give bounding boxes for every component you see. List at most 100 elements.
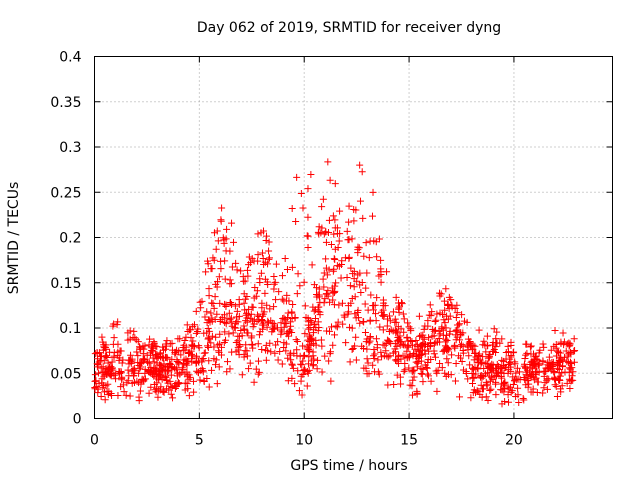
data-point (304, 232, 312, 240)
data-point (366, 237, 374, 245)
data-point (294, 367, 302, 375)
data-point (168, 365, 176, 373)
data-point (272, 260, 280, 268)
data-point (322, 290, 330, 298)
data-point (240, 290, 248, 298)
data-point (109, 340, 117, 348)
data-point (249, 303, 257, 311)
data-point (166, 377, 174, 385)
data-point (182, 333, 190, 341)
data-point (424, 342, 432, 350)
data-point (305, 353, 313, 361)
data-point (481, 341, 489, 349)
data-point (555, 348, 563, 356)
data-point (446, 330, 454, 338)
data-point (521, 363, 529, 371)
data-point (101, 396, 109, 404)
data-point (217, 217, 225, 225)
data-point (186, 373, 194, 381)
data-point (553, 392, 561, 400)
data-point (346, 282, 354, 290)
data-point (275, 288, 283, 296)
data-point (541, 379, 549, 387)
data-point (242, 295, 250, 303)
data-point (246, 315, 254, 323)
data-point (112, 375, 120, 383)
data-point (373, 341, 381, 349)
data-point (181, 346, 189, 354)
data-point (300, 366, 308, 374)
data-point (307, 171, 315, 179)
data-point (308, 261, 316, 269)
data-point (378, 312, 386, 320)
data-point (293, 290, 301, 298)
data-point (276, 348, 284, 356)
data-point (267, 348, 275, 356)
data-point (515, 398, 523, 406)
data-point (282, 319, 290, 327)
data-point (254, 357, 262, 365)
data-point (440, 316, 448, 324)
data-point (313, 365, 321, 373)
data-point (403, 347, 411, 355)
data-point (409, 352, 417, 360)
data-point (484, 369, 492, 377)
data-point (436, 309, 444, 317)
data-point (310, 281, 318, 289)
data-point (200, 378, 208, 386)
data-point (465, 352, 473, 360)
data-point (566, 384, 574, 392)
data-point (408, 368, 416, 376)
data-point (431, 318, 439, 326)
data-point (567, 377, 575, 385)
data-point (218, 204, 226, 212)
data-point (247, 259, 255, 267)
data-point (502, 363, 510, 371)
data-point (304, 325, 312, 333)
data-point (501, 378, 509, 386)
data-point (504, 342, 512, 350)
data-point (512, 393, 520, 401)
data-point (345, 236, 353, 244)
data-point (432, 367, 440, 375)
data-point (240, 326, 248, 334)
data-point (304, 213, 312, 221)
data-point (442, 285, 450, 293)
data-point (271, 278, 279, 286)
data-point (165, 366, 173, 374)
data-point (262, 341, 270, 349)
data-point (171, 381, 179, 389)
data-point (300, 278, 308, 286)
data-point (447, 371, 455, 379)
data-point (212, 245, 220, 253)
data-point (526, 343, 534, 351)
data-point (130, 327, 138, 335)
data-point (259, 325, 267, 333)
data-point (343, 274, 351, 282)
data-point (348, 295, 356, 303)
data-point (294, 270, 302, 278)
data-point (190, 377, 198, 385)
data-point (145, 358, 153, 366)
data-point (399, 310, 407, 318)
data-point (208, 299, 216, 307)
data-point (382, 347, 390, 355)
data-point (279, 314, 287, 322)
data-point (361, 300, 369, 308)
data-point (240, 277, 248, 285)
data-point (551, 375, 559, 383)
data-point (547, 346, 555, 354)
data-point (181, 379, 189, 387)
data-point (151, 386, 159, 394)
data-point (401, 359, 409, 367)
data-point (237, 267, 245, 275)
data-point (293, 346, 301, 354)
data-point (305, 331, 313, 339)
data-point (556, 376, 564, 384)
data-point (407, 327, 415, 335)
data-point (250, 316, 258, 324)
data-point (211, 316, 219, 323)
y-tick-label: 0.05 (50, 366, 81, 382)
data-point (254, 370, 262, 378)
data-point (508, 387, 516, 395)
